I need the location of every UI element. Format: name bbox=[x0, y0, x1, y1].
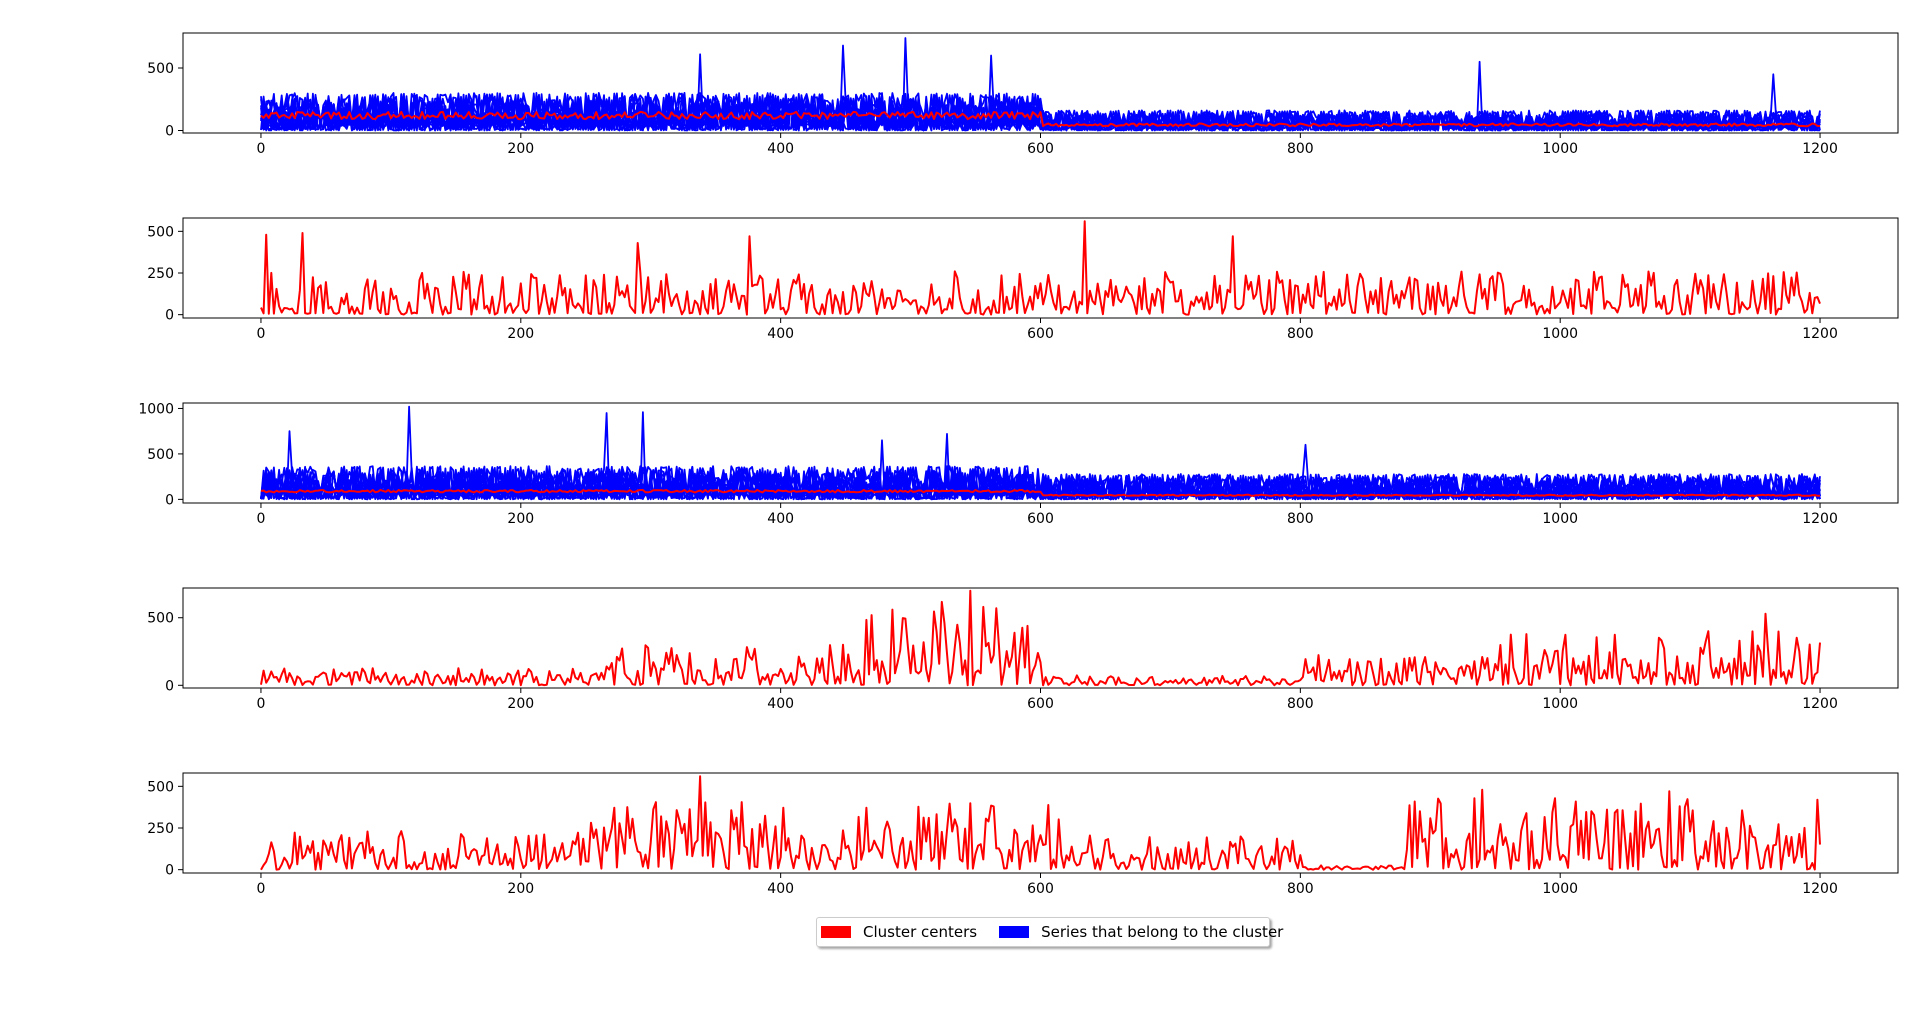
panel-3-series bbox=[260, 405, 1821, 501]
legend-label-cluster-members: Series that belong to the cluster bbox=[1041, 923, 1284, 941]
x-tick-label: 1200 bbox=[1802, 141, 1838, 157]
x-tick-label: 1200 bbox=[1802, 881, 1838, 897]
y-tick-label: 500 bbox=[147, 779, 174, 795]
y-tick-label: 500 bbox=[147, 447, 174, 463]
y-tick-label: 1000 bbox=[138, 401, 174, 417]
y-tick-label: 0 bbox=[165, 124, 174, 140]
y-tick-label: 0 bbox=[165, 308, 174, 324]
x-tick-label: 1000 bbox=[1542, 881, 1578, 897]
x-tick-label: 0 bbox=[256, 326, 265, 342]
panel-4: 0 200 400 600 800 1000 1200 0 500 bbox=[147, 587, 1899, 712]
center-series-line bbox=[260, 110, 1821, 128]
x-tick-label: 800 bbox=[1287, 141, 1314, 157]
legend-label-cluster-centers: Cluster centers bbox=[863, 923, 978, 941]
x-tick-label: 1000 bbox=[1542, 326, 1578, 342]
x-tick-label: 800 bbox=[1287, 696, 1314, 712]
x-tick-label: 200 bbox=[507, 696, 534, 712]
x-tick-label: 1200 bbox=[1802, 696, 1838, 712]
legend-swatch-cluster-centers bbox=[821, 926, 851, 938]
legend-swatch-cluster-members bbox=[999, 926, 1030, 938]
y-tick-label: 0 bbox=[165, 863, 174, 879]
y-tick-label: 0 bbox=[165, 492, 174, 508]
y-tick-label: 500 bbox=[147, 224, 174, 240]
center-series-line bbox=[260, 489, 1820, 497]
x-tick-label: 800 bbox=[1287, 881, 1314, 897]
plot-frame bbox=[182, 587, 1899, 689]
x-tick-label: 600 bbox=[1027, 141, 1054, 157]
x-tick-label: 200 bbox=[507, 326, 534, 342]
x-tick-label: 0 bbox=[256, 696, 265, 712]
y-tick-label: 500 bbox=[147, 61, 174, 77]
x-tick-label: 400 bbox=[767, 141, 794, 157]
center-series-line bbox=[260, 220, 1821, 316]
y-tick-label: 500 bbox=[147, 611, 174, 627]
center-series-line bbox=[260, 589, 1821, 687]
x-tick-label: 400 bbox=[767, 326, 794, 342]
x-tick-label: 1000 bbox=[1542, 696, 1578, 712]
x-tick-label: 0 bbox=[256, 141, 265, 157]
member-series-line bbox=[260, 92, 1821, 132]
panel-1-series bbox=[260, 37, 1821, 132]
x-tick-label: 1200 bbox=[1802, 326, 1838, 342]
y-tick-label: 0 bbox=[165, 678, 174, 694]
legend: Cluster centers Series that belong to th… bbox=[816, 917, 1283, 947]
x-tick-label: 200 bbox=[507, 881, 534, 897]
center-series-line bbox=[260, 775, 1821, 871]
x-tick-label: 600 bbox=[1027, 511, 1054, 527]
x-tick-label: 600 bbox=[1027, 326, 1054, 342]
x-tick-label: 600 bbox=[1027, 696, 1054, 712]
panel-2: 0 200 400 600 800 1000 1200 0 250 500 bbox=[147, 217, 1899, 342]
panel-4-series bbox=[260, 589, 1821, 687]
x-tick-label: 1000 bbox=[1542, 511, 1578, 527]
y-tick-label: 250 bbox=[147, 821, 174, 837]
x-tick-label: 0 bbox=[256, 881, 265, 897]
x-tick-label: 1200 bbox=[1802, 511, 1838, 527]
x-tick-label: 1000 bbox=[1542, 141, 1578, 157]
x-tick-label: 200 bbox=[507, 511, 534, 527]
x-tick-label: 200 bbox=[507, 141, 534, 157]
x-tick-label: 400 bbox=[767, 881, 794, 897]
x-tick-label: 0 bbox=[256, 511, 265, 527]
x-tick-label: 800 bbox=[1287, 511, 1314, 527]
legend-entry-cluster-members: Series that belong to the cluster bbox=[999, 923, 1283, 941]
x-tick-label: 400 bbox=[767, 696, 794, 712]
panel-3: 0 200 400 600 800 1000 1200 0 500 1000 bbox=[138, 401, 1899, 527]
panel-5: 0 200 400 600 800 1000 1200 0 250 500 bbox=[147, 772, 1899, 897]
x-tick-label: 400 bbox=[767, 511, 794, 527]
x-tick-label: 600 bbox=[1027, 881, 1054, 897]
panel-2-series bbox=[260, 220, 1821, 316]
panel-5-series bbox=[260, 775, 1821, 871]
panel-1: 0 200 400 600 800 1000 1200 0 500 bbox=[147, 32, 1899, 157]
legend-entry-cluster-centers: Cluster centers bbox=[821, 923, 977, 941]
y-tick-label: 250 bbox=[147, 266, 174, 282]
x-tick-label: 800 bbox=[1287, 326, 1314, 342]
